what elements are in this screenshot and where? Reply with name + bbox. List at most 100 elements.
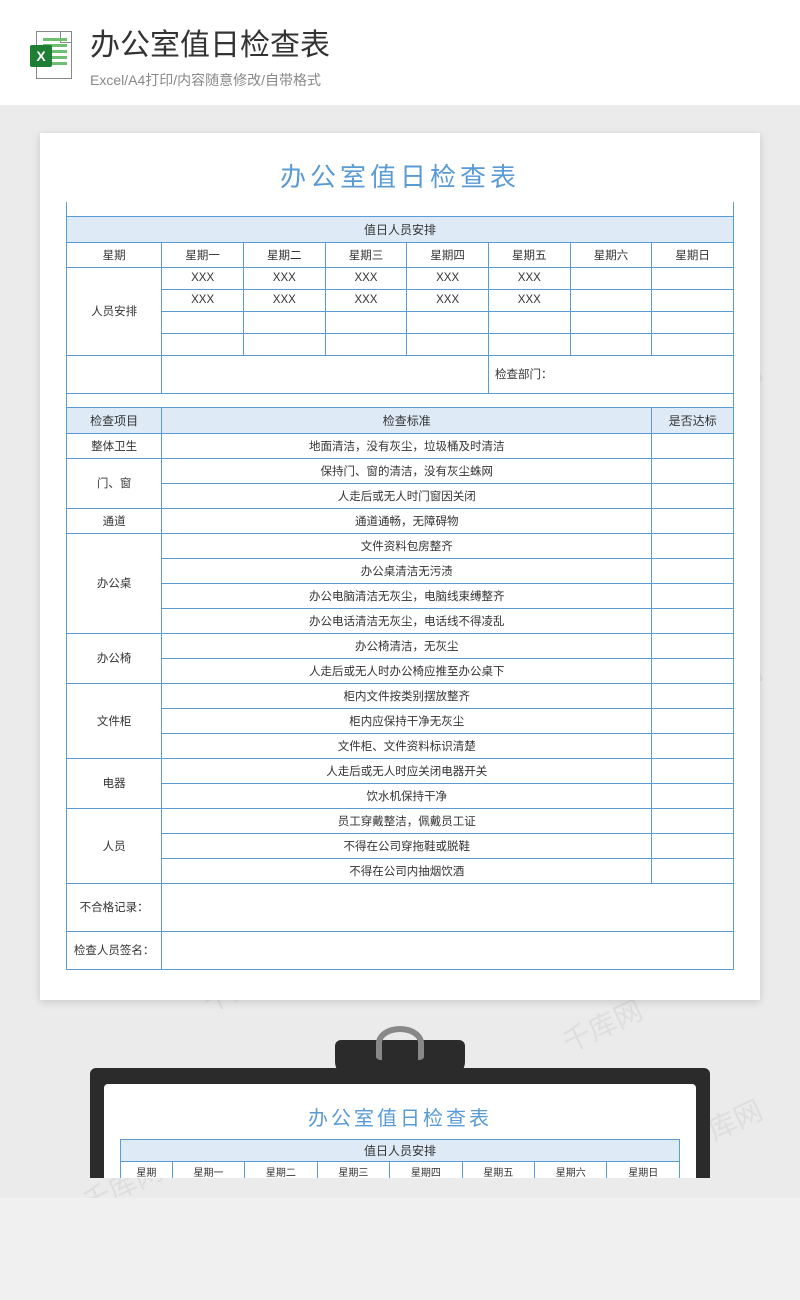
check-item: 电器 (67, 758, 162, 808)
staff-label: 人员安排 (67, 267, 162, 355)
weekday-1: 星期二 (243, 242, 325, 267)
staff-cell: XXX (488, 289, 570, 311)
check-standard: 办公桌清洁无污渍 (162, 558, 652, 583)
staff-cell (652, 267, 734, 289)
weekday-3: 星期四 (407, 242, 489, 267)
check-pass-cell (652, 508, 734, 533)
check-item: 办公桌 (67, 533, 162, 633)
check-standard: 文件资料包房整齐 (162, 533, 652, 558)
check-item: 人员 (67, 808, 162, 883)
preview-area: 千库网千库网千库网千库网千库网千库网千库网千库网千库网千库网千库网千库网千库网 … (0, 105, 800, 1198)
check-item: 通道 (67, 508, 162, 533)
staff-cell: XXX (488, 267, 570, 289)
page-header: X 办公室值日检查表 Excel/A4打印/内容随意修改/自带格式 (0, 0, 800, 105)
check-item: 办公椅 (67, 633, 162, 683)
staff-cell (488, 311, 570, 333)
check-standard: 饮水机保持干净 (162, 783, 652, 808)
weekday-6: 星期日 (652, 242, 734, 267)
check-pass-cell (652, 783, 734, 808)
check-pass-cell (652, 558, 734, 583)
check-pass-cell (652, 808, 734, 833)
check-item: 整体卫生 (67, 433, 162, 458)
page-subtitle: Excel/A4打印/内容随意修改/自带格式 (90, 70, 770, 90)
excel-x-badge: X (30, 45, 52, 67)
clip-table: 值日人员安排星期星期一星期二星期三星期四星期五星期六星期日 (120, 1139, 680, 1178)
weekday-0: 星期一 (162, 242, 244, 267)
staff-cell (325, 311, 407, 333)
clipboard-clip-icon (335, 1040, 465, 1076)
duty-section-header: 值日人员安排 (67, 216, 734, 242)
check-pass-cell (652, 633, 734, 658)
check-pass-cell (652, 458, 734, 483)
staff-cell: XXX (407, 267, 489, 289)
check-pass-cell (652, 683, 734, 708)
staff-cell: XXX (325, 267, 407, 289)
staff-cell (243, 333, 325, 355)
spreadsheet-preview: 办公室值日检查表 值日人员安排星期星期一星期二星期三星期四星期五星期六星期日人员… (40, 133, 760, 1000)
staff-cell: XXX (243, 267, 325, 289)
staff-cell: XXX (243, 289, 325, 311)
staff-cell (570, 333, 652, 355)
duty-table: 值日人员安排星期星期一星期二星期三星期四星期五星期六星期日人员安排XXXXXXX… (66, 202, 734, 970)
check-pass-cell (652, 583, 734, 608)
page-title: 办公室值日检查表 (90, 20, 770, 64)
excel-icon: X (30, 31, 72, 79)
staff-cell (243, 311, 325, 333)
check-pass-cell (652, 658, 734, 683)
clipboard-preview: 办公室值日检查表 值日人员安排星期星期一星期二星期三星期四星期五星期六星期日 (90, 1040, 710, 1178)
check-standard: 不得在公司内抽烟饮酒 (162, 858, 652, 883)
staff-cell (652, 289, 734, 311)
watermark-text: 千库网 (455, 1189, 548, 1197)
check-pass-cell (652, 608, 734, 633)
staff-cell (652, 311, 734, 333)
staff-cell: XXX (407, 289, 489, 311)
check-pass-cell (652, 733, 734, 758)
weekday-5: 星期六 (570, 242, 652, 267)
staff-cell (570, 289, 652, 311)
check-standard: 地面清洁，没有灰尘，垃圾桶及时清洁 (162, 433, 652, 458)
check-standard: 柜内应保持干净无灰尘 (162, 708, 652, 733)
staff-cell (488, 333, 570, 355)
weekday-2: 星期三 (325, 242, 407, 267)
weekday-label: 星期 (67, 242, 162, 267)
staff-cell (570, 267, 652, 289)
check-standard: 保持门、窗的清洁，没有灰尘蛛网 (162, 458, 652, 483)
staff-cell: XXX (162, 267, 244, 289)
staff-cell: XXX (325, 289, 407, 311)
check-pass-cell (652, 833, 734, 858)
check-pass-cell (652, 708, 734, 733)
sheet-title: 办公室值日检查表 (66, 157, 734, 194)
staff-cell (162, 333, 244, 355)
check-standard: 不得在公司穿拖鞋或脱鞋 (162, 833, 652, 858)
fail-record-label: 不合格记录： (67, 883, 162, 931)
check-pass-cell (652, 758, 734, 783)
staff-cell: XXX (162, 289, 244, 311)
weekday-4: 星期五 (488, 242, 570, 267)
check-standard: 通道通畅，无障碍物 (162, 508, 652, 533)
check-pass-cell (652, 433, 734, 458)
check-pass-header: 是否达标 (652, 407, 734, 433)
check-standard: 人走后或无人时办公椅应推至办公桌下 (162, 658, 652, 683)
staff-cell (325, 333, 407, 355)
check-item: 文件柜 (67, 683, 162, 758)
check-standard: 文件柜、文件资料标识清楚 (162, 733, 652, 758)
check-standard: 员工穿戴整洁，佩戴员工证 (162, 808, 652, 833)
clip-sheet-title: 办公室值日检查表 (120, 1102, 680, 1131)
check-standard: 办公椅清洁，无灰尘 (162, 633, 652, 658)
check-pass-cell (652, 858, 734, 883)
staff-cell (407, 333, 489, 355)
staff-cell (162, 311, 244, 333)
check-standard-header: 检查标准 (162, 407, 652, 433)
staff-cell (652, 333, 734, 355)
check-pass-cell (652, 533, 734, 558)
signature-label: 检查人员签名： (67, 931, 162, 969)
check-standard: 办公电脑清洁无灰尘，电脑线束缚整齐 (162, 583, 652, 608)
staff-cell (570, 311, 652, 333)
check-standard: 人走后或无人时应关闭电器开关 (162, 758, 652, 783)
check-standard: 柜内文件按类别摆放整齐 (162, 683, 652, 708)
staff-cell (407, 311, 489, 333)
check-item: 门、窗 (67, 458, 162, 508)
check-item-header: 检查项目 (67, 407, 162, 433)
check-standard: 办公电话清洁无灰尘，电话线不得凌乱 (162, 608, 652, 633)
check-standard: 人走后或无人时门窗因关闭 (162, 483, 652, 508)
